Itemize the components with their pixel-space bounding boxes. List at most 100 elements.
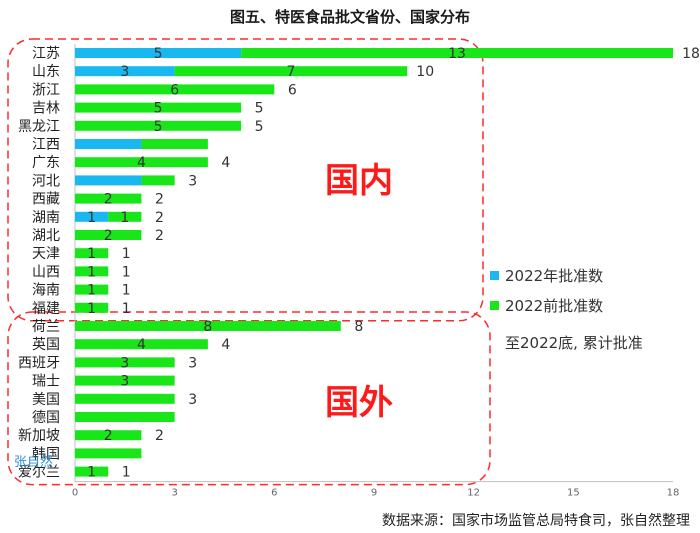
x-tick-label: 6 <box>271 488 277 499</box>
category-label: 江苏 <box>32 46 60 62</box>
segment-value-label: 2 <box>104 228 113 244</box>
category-label: 湖南 <box>32 210 60 226</box>
bar-segment-pre2022 <box>75 412 175 422</box>
bar-segment-pre2022 <box>75 157 208 168</box>
segment-value-label: 2 <box>104 428 113 444</box>
category-label: 西藏 <box>32 192 60 208</box>
x-tick-label: 18 <box>667 488 680 499</box>
segment-value-label: 5 <box>154 46 163 62</box>
total-value-label: 1 <box>122 465 131 481</box>
category-label: 英国 <box>32 336 60 353</box>
segment-value-label: 5 <box>154 119 163 135</box>
total-value-label: 3 <box>188 392 197 408</box>
chart-title: 图五、特医食品批文省份、国家分布 <box>230 8 470 26</box>
bar-segment-pre2022 <box>174 66 408 77</box>
category-label: 湖北 <box>32 228 60 244</box>
segment-value-label: 1 <box>87 283 96 299</box>
category-label: 黑龙江 <box>18 119 60 135</box>
segment-value-label: 13 <box>448 46 466 62</box>
bar-segment-pre2022 <box>241 48 673 58</box>
segment-value-label: 1 <box>87 210 96 226</box>
bar-segment-pre2022 <box>75 266 109 277</box>
category-label: 荷兰 <box>32 319 60 335</box>
bar-segment-pre2022 <box>75 448 142 459</box>
region-box-domestic <box>7 38 484 322</box>
legend-swatch-pre2022 <box>490 301 499 310</box>
bar-segment-pre2022 <box>75 248 109 259</box>
total-value-label: 1 <box>122 246 131 262</box>
total-value-label: 4 <box>221 155 230 171</box>
total-value-label: 5 <box>255 101 264 117</box>
total-value-label: 2 <box>155 428 164 444</box>
segment-value-label: 2 <box>104 192 113 208</box>
segment-value-label: 1 <box>87 264 96 280</box>
watermark-text: 张自然 <box>14 454 53 470</box>
total-value-label: 8 <box>354 319 363 335</box>
category-label: 吉林 <box>32 101 60 117</box>
segment-value-label: 4 <box>137 155 146 171</box>
total-value-label: 2 <box>155 228 164 244</box>
segment-value-label: 8 <box>203 319 212 335</box>
bar-segment-pre2022 <box>75 430 142 441</box>
bar-segment-pre2022 <box>141 139 208 149</box>
segment-value-label: 5 <box>154 101 163 117</box>
category-label: 爱尔兰 <box>18 465 60 481</box>
segment-value-label: 1 <box>87 465 96 481</box>
x-tick-label: 12 <box>467 488 480 499</box>
category-label: 浙江 <box>32 82 60 98</box>
total-value-label: 18 <box>682 46 700 62</box>
segment-value-label: 1 <box>87 246 96 262</box>
region-box-foreign <box>7 311 491 486</box>
bar-segment-pre2022 <box>75 339 208 350</box>
legend-label-pre2022: 2022前批准数 <box>505 297 603 315</box>
total-value-label: 3 <box>188 173 197 189</box>
bar-segment-pre2022 <box>75 393 175 404</box>
bar-segment-pre2022 <box>75 375 175 386</box>
segment-value-label: 1 <box>87 301 96 317</box>
bar-segment-pre2022 <box>75 357 175 368</box>
bar-segment-pre2022 <box>75 466 109 477</box>
legend-swatch-2022 <box>490 271 499 280</box>
segment-value-label: 4 <box>137 337 146 353</box>
x-tick-label: 15 <box>567 488 580 499</box>
bar-segment-pre2022 <box>75 284 109 295</box>
category-label: 新加坡 <box>18 428 60 444</box>
total-value-label: 2 <box>155 210 164 226</box>
x-tick-label: 9 <box>371 488 377 499</box>
total-value-label: 6 <box>288 82 297 98</box>
category-label: 山西 <box>32 264 60 280</box>
bar-segment-2022 <box>75 48 242 58</box>
category-label: 海南 <box>32 283 60 299</box>
category-label: 山东 <box>32 64 60 80</box>
category-label: 广东 <box>32 155 60 171</box>
category-label: 德国 <box>32 410 60 426</box>
region-label-foreign: 国外 <box>325 383 393 423</box>
segment-value-label: 6 <box>170 82 179 98</box>
total-value-label: 3 <box>188 355 197 371</box>
total-value-label: 2 <box>155 192 164 208</box>
category-label: 河北 <box>32 173 60 189</box>
legend-note: 至2022底, 累计批准 <box>505 334 643 352</box>
total-value-label: 5 <box>255 119 264 135</box>
bar-segment-2022 <box>75 66 175 77</box>
bar-segment-2022 <box>75 175 142 186</box>
category-label: 天津 <box>32 246 60 262</box>
segment-value-label: 3 <box>120 374 129 390</box>
category-label: 瑞士 <box>32 374 60 390</box>
bar-segment-pre2022 <box>141 175 175 186</box>
category-label: 江西 <box>32 137 60 153</box>
segment-value-label: 3 <box>120 64 129 80</box>
bar-segment-pre2022 <box>75 302 109 313</box>
segment-value-label: 1 <box>120 210 129 226</box>
category-label: 韩国 <box>32 446 60 462</box>
bar-segment-pre2022 <box>75 120 242 131</box>
total-value-label: 1 <box>122 264 131 280</box>
x-tick-label: 3 <box>171 488 177 499</box>
segment-value-label: 7 <box>286 64 295 80</box>
bar-segment-2022 <box>75 139 142 149</box>
bar-segment-pre2022 <box>75 102 242 113</box>
bar-segment-pre2022 <box>108 211 142 222</box>
total-value-label: 4 <box>221 337 230 353</box>
